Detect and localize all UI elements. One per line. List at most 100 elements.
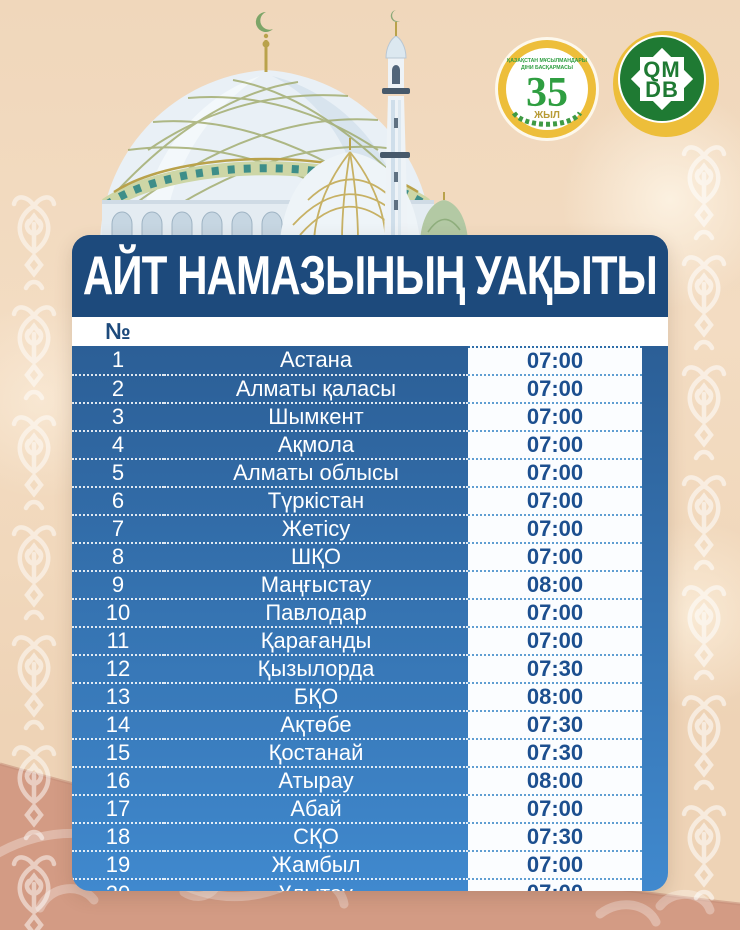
row-right-pad	[642, 544, 668, 572]
row-right-pad	[642, 432, 668, 460]
row-time: 07:00	[468, 460, 642, 488]
crescent-icon	[255, 11, 273, 72]
table-row: 11 Қарағанды 07:00	[72, 628, 668, 656]
small-green-dome	[420, 192, 468, 240]
row-region: Маңғыстау	[164, 572, 468, 600]
table-row: 15 Қостанай 07:30	[72, 740, 668, 768]
table-row: 9 Маңғыстау 08:00	[72, 572, 668, 600]
row-number: 6	[72, 488, 164, 516]
row-region: Жамбыл	[164, 852, 468, 880]
row-region: Атырау	[164, 768, 468, 796]
row-right-pad	[642, 656, 668, 684]
row-number: 14	[72, 712, 164, 740]
row-right-pad	[642, 600, 668, 628]
table-row: 17 Абай 07:00	[72, 796, 668, 824]
table-row: 6 Түркістан 07:00	[72, 488, 668, 516]
row-number: 5	[72, 460, 164, 488]
row-number: 13	[72, 684, 164, 712]
row-region: Ақтөбе	[164, 712, 468, 740]
row-number: 9	[72, 572, 164, 600]
row-number: 11	[72, 628, 164, 656]
row-number: 17	[72, 796, 164, 824]
row-region: Қарағанды	[164, 628, 468, 656]
minaret	[380, 10, 410, 240]
row-region: Абай	[164, 796, 468, 824]
row-time: 07:00	[468, 376, 642, 404]
row-region: Ақмола	[164, 432, 468, 460]
row-right-pad	[642, 516, 668, 544]
row-number: 12	[72, 656, 164, 684]
row-right-pad	[642, 404, 668, 432]
row-region: СҚО	[164, 824, 468, 852]
row-time: 08:00	[468, 684, 642, 712]
anniversary-org-line1: ҚАЗАҚСТАН МҰСЫЛМАНДАРЫ	[507, 58, 587, 64]
row-time: 07:00	[468, 600, 642, 628]
row-time: 07:30	[468, 656, 642, 684]
row-region: Павлодар	[164, 600, 468, 628]
anniversary-caption: ЖЫЛ	[533, 110, 560, 121]
row-time: 07:00	[468, 404, 642, 432]
row-number: 19	[72, 852, 164, 880]
table-row: 7 Жетісу 07:00	[72, 516, 668, 544]
table-row: 19 Жамбыл 07:00	[72, 852, 668, 880]
row-right-pad	[642, 376, 668, 404]
qmdb-line2: DB	[645, 77, 679, 102]
row-number: 20	[72, 880, 164, 892]
table-row: 2 Алматы қаласы 07:00	[72, 376, 668, 404]
row-number: 1	[72, 346, 164, 376]
row-region: Алматы облысы	[164, 460, 468, 488]
row-time: 07:30	[468, 824, 642, 852]
table-row: 14 Ақтөбе 07:30	[72, 712, 668, 740]
row-right-pad	[642, 488, 668, 516]
row-right-pad	[642, 628, 668, 656]
row-number: 2	[72, 376, 164, 404]
row-region: Шымкент	[164, 404, 468, 432]
anniversary-org-line2: ДІНИ БАСҚАРМАСЫ	[521, 65, 573, 71]
row-time: 07:30	[468, 740, 642, 768]
table-row: 10 Павлодар 07:00	[72, 600, 668, 628]
table-header-row: №	[72, 317, 668, 346]
row-number: 7	[72, 516, 164, 544]
row-number: 15	[72, 740, 164, 768]
row-right-pad	[642, 460, 668, 488]
row-time: 08:00	[468, 768, 642, 796]
title-banner: АЙТ НАМАЗЫНЫҢ УАҚЫТЫ	[72, 235, 668, 317]
table-row: 18 СҚО 07:30	[72, 824, 668, 852]
row-right-pad	[642, 684, 668, 712]
anniversary-number: 35	[526, 70, 568, 116]
row-region: Түркістан	[164, 488, 468, 516]
crescent-icon	[390, 10, 400, 22]
row-region: Ұлытау	[164, 880, 468, 892]
table-row: 16 Атырау 08:00	[72, 768, 668, 796]
row-region: Астана	[164, 346, 468, 376]
table-row: 13 БҚО 08:00	[72, 684, 668, 712]
table-row: 12 Қызылорда 07:30	[72, 656, 668, 684]
row-number: 8	[72, 544, 164, 572]
row-region: Қызылорда	[164, 656, 468, 684]
row-region: Қостанай	[164, 740, 468, 768]
row-time: 07:00	[468, 544, 642, 572]
qmdb-line1: QM	[643, 57, 680, 82]
row-right-pad	[642, 824, 668, 852]
row-region: ШҚО	[164, 544, 468, 572]
row-time: 07:00	[468, 488, 642, 516]
row-number: 3	[72, 404, 164, 432]
row-time: 07:00	[468, 796, 642, 824]
row-time: 07:00	[468, 880, 642, 891]
row-number: 18	[72, 824, 164, 852]
row-time: 08:00	[468, 572, 642, 600]
row-region: Алматы қаласы	[164, 376, 468, 404]
table-row: 3 Шымкент 07:00	[72, 404, 668, 432]
table-row: 4 Ақмола 07:00	[72, 432, 668, 460]
row-time: 07:00	[468, 346, 642, 376]
page-title: АЙТ НАМАЗЫНЫҢ УАҚЫТЫ	[83, 244, 658, 307]
row-right-pad	[642, 712, 668, 740]
mosque-illustration	[100, 10, 468, 240]
number-column-header: №	[105, 318, 131, 344]
row-time: 07:30	[468, 712, 642, 740]
row-right-pad	[642, 852, 668, 880]
row-right-pad	[642, 796, 668, 824]
row-right-pad	[642, 740, 668, 768]
qmdb-logo: QM DB	[613, 31, 719, 137]
row-time: 07:00	[468, 628, 642, 656]
